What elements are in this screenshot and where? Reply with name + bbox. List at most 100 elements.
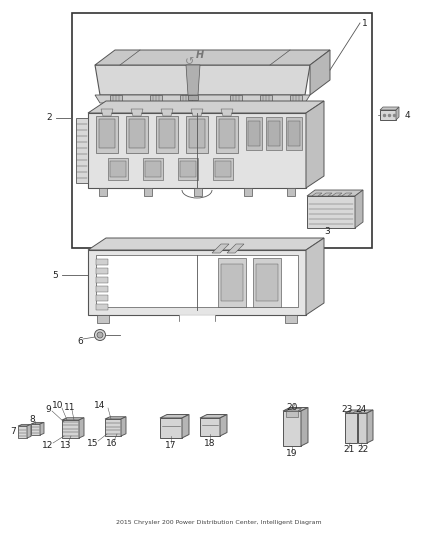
Polygon shape xyxy=(191,109,203,116)
Polygon shape xyxy=(180,95,192,103)
Polygon shape xyxy=(145,161,161,177)
Polygon shape xyxy=(221,264,243,301)
Polygon shape xyxy=(143,158,163,180)
Polygon shape xyxy=(244,188,252,196)
Polygon shape xyxy=(332,193,342,196)
Text: 16: 16 xyxy=(106,439,118,448)
Polygon shape xyxy=(301,408,308,446)
Polygon shape xyxy=(212,244,229,253)
Polygon shape xyxy=(266,117,282,150)
Polygon shape xyxy=(108,158,128,180)
Polygon shape xyxy=(230,95,242,103)
Polygon shape xyxy=(200,415,227,418)
Polygon shape xyxy=(161,109,173,116)
Polygon shape xyxy=(18,426,27,438)
Text: 6: 6 xyxy=(77,336,83,345)
Polygon shape xyxy=(182,415,189,438)
Text: 19: 19 xyxy=(286,448,298,457)
Polygon shape xyxy=(126,116,148,153)
Polygon shape xyxy=(96,277,108,283)
Text: 15: 15 xyxy=(87,439,99,448)
Text: 18: 18 xyxy=(204,439,216,448)
Polygon shape xyxy=(353,411,361,413)
Text: H: H xyxy=(196,50,204,60)
Polygon shape xyxy=(186,116,208,153)
Polygon shape xyxy=(283,408,308,411)
Polygon shape xyxy=(213,158,233,180)
Polygon shape xyxy=(160,418,182,438)
Polygon shape xyxy=(88,113,306,188)
Text: 5: 5 xyxy=(52,271,58,279)
Polygon shape xyxy=(306,101,324,188)
Polygon shape xyxy=(131,109,143,116)
Polygon shape xyxy=(227,244,244,253)
Polygon shape xyxy=(95,65,310,95)
Polygon shape xyxy=(62,418,84,420)
Polygon shape xyxy=(95,95,310,103)
Polygon shape xyxy=(156,116,178,153)
Polygon shape xyxy=(290,95,302,103)
Polygon shape xyxy=(129,119,145,148)
Polygon shape xyxy=(380,110,396,120)
Polygon shape xyxy=(355,190,363,228)
Polygon shape xyxy=(307,190,363,196)
Polygon shape xyxy=(194,188,202,196)
Polygon shape xyxy=(99,188,107,196)
Polygon shape xyxy=(186,65,200,95)
Polygon shape xyxy=(96,116,118,153)
Polygon shape xyxy=(215,161,231,177)
Polygon shape xyxy=(97,315,109,323)
Polygon shape xyxy=(253,258,281,307)
Text: 10: 10 xyxy=(52,401,64,410)
Text: 23: 23 xyxy=(341,406,353,415)
Text: 11: 11 xyxy=(64,403,76,413)
Text: 20: 20 xyxy=(286,403,298,413)
Polygon shape xyxy=(220,415,227,436)
Polygon shape xyxy=(256,264,278,301)
Text: 12: 12 xyxy=(42,440,54,449)
Polygon shape xyxy=(179,315,215,321)
Polygon shape xyxy=(286,117,302,150)
Circle shape xyxy=(97,332,103,338)
Polygon shape xyxy=(95,50,330,65)
Polygon shape xyxy=(322,193,332,196)
Polygon shape xyxy=(79,418,84,438)
Polygon shape xyxy=(218,258,246,307)
Polygon shape xyxy=(306,238,324,315)
Bar xyxy=(72,13,372,248)
Polygon shape xyxy=(121,417,126,436)
Text: 21: 21 xyxy=(343,446,355,455)
Polygon shape xyxy=(283,411,301,446)
Polygon shape xyxy=(40,422,44,435)
Polygon shape xyxy=(159,119,175,148)
Polygon shape xyxy=(31,422,44,424)
Polygon shape xyxy=(307,196,355,228)
Text: 14: 14 xyxy=(94,401,106,410)
Polygon shape xyxy=(312,193,322,196)
Polygon shape xyxy=(27,424,31,438)
Polygon shape xyxy=(342,193,352,196)
Polygon shape xyxy=(99,119,115,148)
Text: 2: 2 xyxy=(46,114,52,123)
Polygon shape xyxy=(200,418,220,436)
Polygon shape xyxy=(88,101,324,113)
Polygon shape xyxy=(268,121,280,146)
Polygon shape xyxy=(345,413,357,443)
Polygon shape xyxy=(76,118,88,183)
Text: 9: 9 xyxy=(45,405,51,414)
Polygon shape xyxy=(380,107,399,110)
Polygon shape xyxy=(285,315,297,323)
Polygon shape xyxy=(246,117,262,150)
Polygon shape xyxy=(96,295,108,301)
Polygon shape xyxy=(310,50,330,95)
Text: 2015 Chrysler 200 Power Distribution Center, Intelligent Diagram: 2015 Chrysler 200 Power Distribution Cen… xyxy=(116,520,322,525)
Polygon shape xyxy=(96,255,298,307)
Text: 13: 13 xyxy=(60,440,72,449)
Polygon shape xyxy=(96,268,108,274)
Polygon shape xyxy=(144,188,152,196)
Polygon shape xyxy=(216,116,238,153)
Text: 4: 4 xyxy=(405,110,411,119)
Polygon shape xyxy=(62,420,79,438)
Text: ↺: ↺ xyxy=(185,57,194,67)
Polygon shape xyxy=(96,286,108,292)
